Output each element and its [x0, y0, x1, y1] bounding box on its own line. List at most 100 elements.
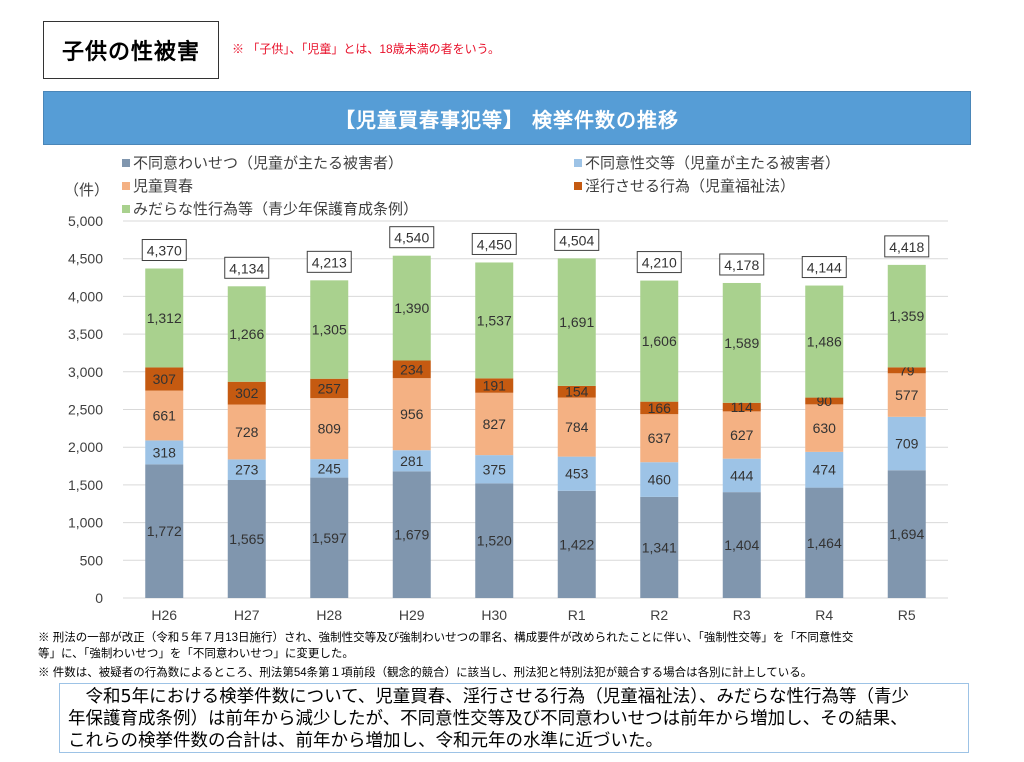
x-tick-label: R3: [733, 607, 751, 623]
bar-segment: [475, 483, 514, 598]
bar-segment: [887, 367, 926, 374]
data-label: 1,537: [477, 312, 512, 328]
data-label: 630: [813, 420, 837, 436]
bar-segment: [145, 367, 184, 391]
bar-segment: [310, 459, 349, 478]
total-label-box: [471, 232, 517, 255]
total-label: 4,144: [807, 260, 842, 276]
bar-segment: [887, 373, 926, 417]
data-label: 1,597: [312, 530, 347, 546]
bar-segment: [227, 286, 266, 382]
total-label-box: [636, 251, 682, 274]
bar-segment: [227, 381, 266, 405]
bar-segment: [310, 398, 349, 460]
data-label: 460: [648, 472, 672, 488]
section-title: 子供の性被害: [43, 21, 219, 79]
data-label: 577: [895, 387, 919, 403]
legend-swatch: [574, 158, 582, 167]
legend-swatch: [122, 181, 130, 190]
y-tick-label: 4,000: [68, 288, 103, 304]
legend-item-series-0: 不同意わいせつ（児童が主たる被害者）: [122, 152, 403, 173]
legend-item-series-4: みだらな性行為等（青少年保護育成条例）: [122, 198, 418, 219]
bar-segment: [722, 458, 761, 493]
total-label: 4,370: [147, 243, 182, 259]
footnote-1: ※ 刑法の一部が改正（令和５年７月13日施行）され、強制性交等及び強制わいせつの…: [38, 632, 854, 644]
bar-segment: [805, 404, 844, 452]
data-label: 1,589: [724, 335, 759, 351]
bar-segment: [640, 496, 679, 598]
data-label: 273: [235, 462, 259, 478]
data-label: 1,772: [147, 523, 182, 539]
bar-segment: [887, 264, 926, 368]
bar-segment: [392, 378, 431, 451]
data-label: 375: [483, 461, 507, 477]
bar-segment: [145, 440, 184, 465]
bar-segment: [227, 404, 266, 460]
total-label: 4,134: [229, 260, 264, 276]
legend-swatch: [122, 158, 130, 167]
total-label: 4,213: [312, 254, 347, 270]
data-label: 661: [153, 407, 177, 423]
data-label: 191: [483, 378, 507, 394]
bar-segment: [557, 385, 596, 398]
y-tick-label: 2,000: [68, 439, 103, 455]
data-label: 1,679: [394, 527, 429, 543]
data-label: 1,606: [642, 333, 677, 349]
data-label: 444: [730, 467, 754, 483]
legend-label: 淫行させる行為（児童福祉法）: [585, 177, 796, 195]
legend-item-series-3: 淫行させる行為（児童福祉法）: [574, 175, 795, 196]
total-label-box: [554, 228, 600, 251]
legend-label: 不同意わいせつ（児童が主たる被害者）: [133, 154, 404, 172]
bar-segment: [805, 487, 844, 598]
data-label: 1,565: [229, 531, 264, 547]
x-tick-label: R5: [898, 607, 916, 623]
y-tick-label: 3,500: [68, 326, 103, 342]
data-label: 302: [235, 385, 259, 401]
data-label: 1,341: [642, 539, 677, 555]
bar-segment: [145, 464, 184, 598]
data-label: 809: [318, 421, 342, 437]
bar-segment: [640, 414, 679, 463]
y-tick-label: 0: [95, 590, 103, 606]
total-label: 4,450: [477, 236, 512, 252]
bar-segment: [557, 456, 596, 491]
legend-label: 児童買春: [133, 177, 194, 195]
legend-item-series-1: 不同意性交等（児童が主たる被害者）: [574, 152, 840, 173]
y-tick-label: 4,500: [68, 251, 103, 267]
bar-segment: [557, 258, 596, 386]
data-label: 1,266: [229, 326, 264, 342]
bar-segment: [475, 378, 514, 393]
bar-segment: [310, 280, 349, 379]
data-label: 281: [400, 453, 424, 469]
total-label-box: [719, 253, 765, 276]
bar-segment: [805, 451, 844, 488]
data-label: 257: [318, 380, 342, 396]
bar-segment: [557, 490, 596, 598]
bar-segment: [640, 401, 679, 415]
summary-line-2: 年保護育成条例）は前年から減少したが、不同意性交等及び不同意わいせつは前年から増…: [68, 709, 908, 729]
footnote-1-cont: 等」に、「強制わいせつ」を「不同意わいせつ」に変更した。: [38, 648, 354, 660]
data-label: 245: [318, 460, 342, 476]
data-label: 474: [813, 462, 837, 478]
bar-segment: [475, 392, 514, 456]
data-label: 956: [400, 406, 424, 422]
x-tick-label: H28: [316, 607, 342, 623]
bar-segment: [805, 285, 844, 398]
summary-line-3: これらの検挙件数の合計は、前年から増加し、令和元年の水準に近づいた。: [68, 731, 663, 751]
total-label-box: [884, 235, 930, 258]
legend-item-series-2: 児童買春: [122, 175, 193, 196]
data-label: 453: [565, 466, 589, 482]
data-label: 114: [731, 399, 754, 415]
x-tick-label: R1: [568, 607, 586, 623]
bar-segment: [557, 397, 596, 457]
total-label-box: [306, 250, 352, 273]
x-tick-label: R2: [650, 607, 668, 623]
bar-segment: [887, 470, 926, 598]
data-label: 1,464: [807, 535, 842, 551]
bar-segment: [392, 471, 431, 598]
total-label: 4,418: [889, 239, 924, 255]
data-label: 1,404: [724, 537, 759, 553]
bar-segment: [145, 390, 184, 441]
bar-segment: [310, 378, 349, 399]
data-label: 1,312: [147, 310, 182, 326]
